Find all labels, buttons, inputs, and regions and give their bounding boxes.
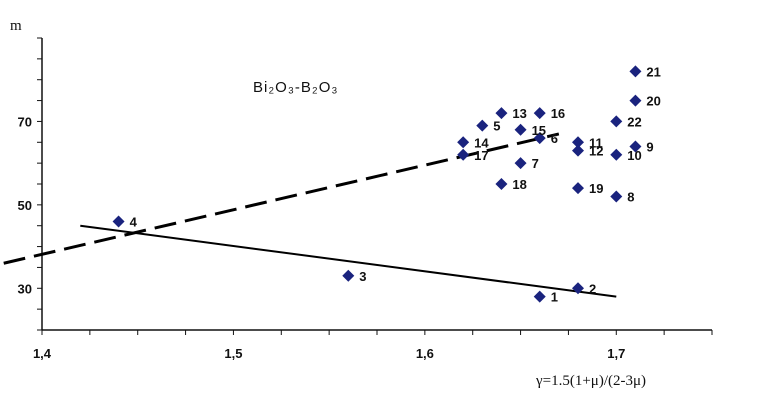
point-label-12: 12	[589, 144, 603, 159]
point-label-13: 13	[512, 106, 526, 121]
point-label-15: 15	[532, 123, 546, 138]
point-label-20: 20	[646, 94, 660, 109]
data-point-3	[342, 269, 355, 282]
data-point-4	[112, 215, 125, 228]
point-label-18: 18	[512, 177, 526, 192]
data-point-22	[610, 115, 623, 128]
point-label-14: 14	[474, 135, 489, 150]
data-point-19	[572, 182, 584, 195]
data-point-15	[514, 123, 527, 136]
x-axis-title: γ=1.5(1+μ)/(2-3μ)	[535, 373, 646, 389]
point-label-16: 16	[551, 106, 565, 121]
point-label-1: 1	[551, 290, 558, 305]
data-point-7	[514, 157, 527, 170]
data-point-8	[610, 190, 623, 203]
data-point-18	[495, 178, 508, 190]
point-label-21: 21	[646, 64, 660, 79]
data-point-6	[533, 132, 546, 145]
point-label-4: 4	[130, 215, 138, 230]
data-point-10	[610, 148, 623, 161]
data-point-13	[495, 107, 508, 120]
point-label-17: 17	[474, 148, 488, 163]
y-tick-label: 30	[18, 281, 32, 296]
data-point-2	[572, 282, 584, 295]
x-tick-label: 1,4	[33, 346, 52, 361]
point-label-6: 6	[551, 131, 558, 146]
data-point-12	[572, 144, 584, 157]
data-point-21	[629, 65, 642, 78]
fit-lines	[3, 132, 617, 298]
x-tick-label: 1,6	[416, 346, 434, 361]
point-label-2: 2	[589, 281, 596, 296]
data-point-5	[476, 119, 489, 132]
point-label-8: 8	[627, 190, 634, 205]
data-point-20	[629, 94, 642, 107]
x-tick-label: 1,7	[607, 346, 625, 361]
point-label-19: 19	[589, 181, 603, 196]
data-points	[112, 65, 642, 303]
data-point-11	[572, 136, 584, 149]
system-label: Bi₂O₃-B₂O₃	[253, 79, 339, 96]
data-point-9	[629, 140, 642, 153]
y-tick-label: 70	[18, 114, 32, 129]
x-tick-label: 1,5	[224, 346, 242, 361]
axes: 1,4 1,5 1,6 1,7 30 50 70	[18, 37, 713, 361]
y-axis-title: m	[10, 18, 22, 34]
point-label-22: 22	[627, 114, 641, 129]
data-point-1	[533, 290, 546, 303]
solid-trend-line	[80, 224, 617, 298]
data-point-17	[457, 148, 470, 161]
data-point-16	[533, 107, 546, 120]
point-label-5: 5	[493, 119, 500, 134]
point-label-3: 3	[359, 269, 366, 284]
point-label-7: 7	[532, 156, 539, 171]
y-tick-label: 50	[18, 198, 32, 213]
data-point-14	[457, 136, 470, 149]
point-label-9: 9	[646, 139, 653, 154]
point-label-11: 11	[589, 135, 603, 150]
point-label-10: 10	[627, 148, 641, 163]
